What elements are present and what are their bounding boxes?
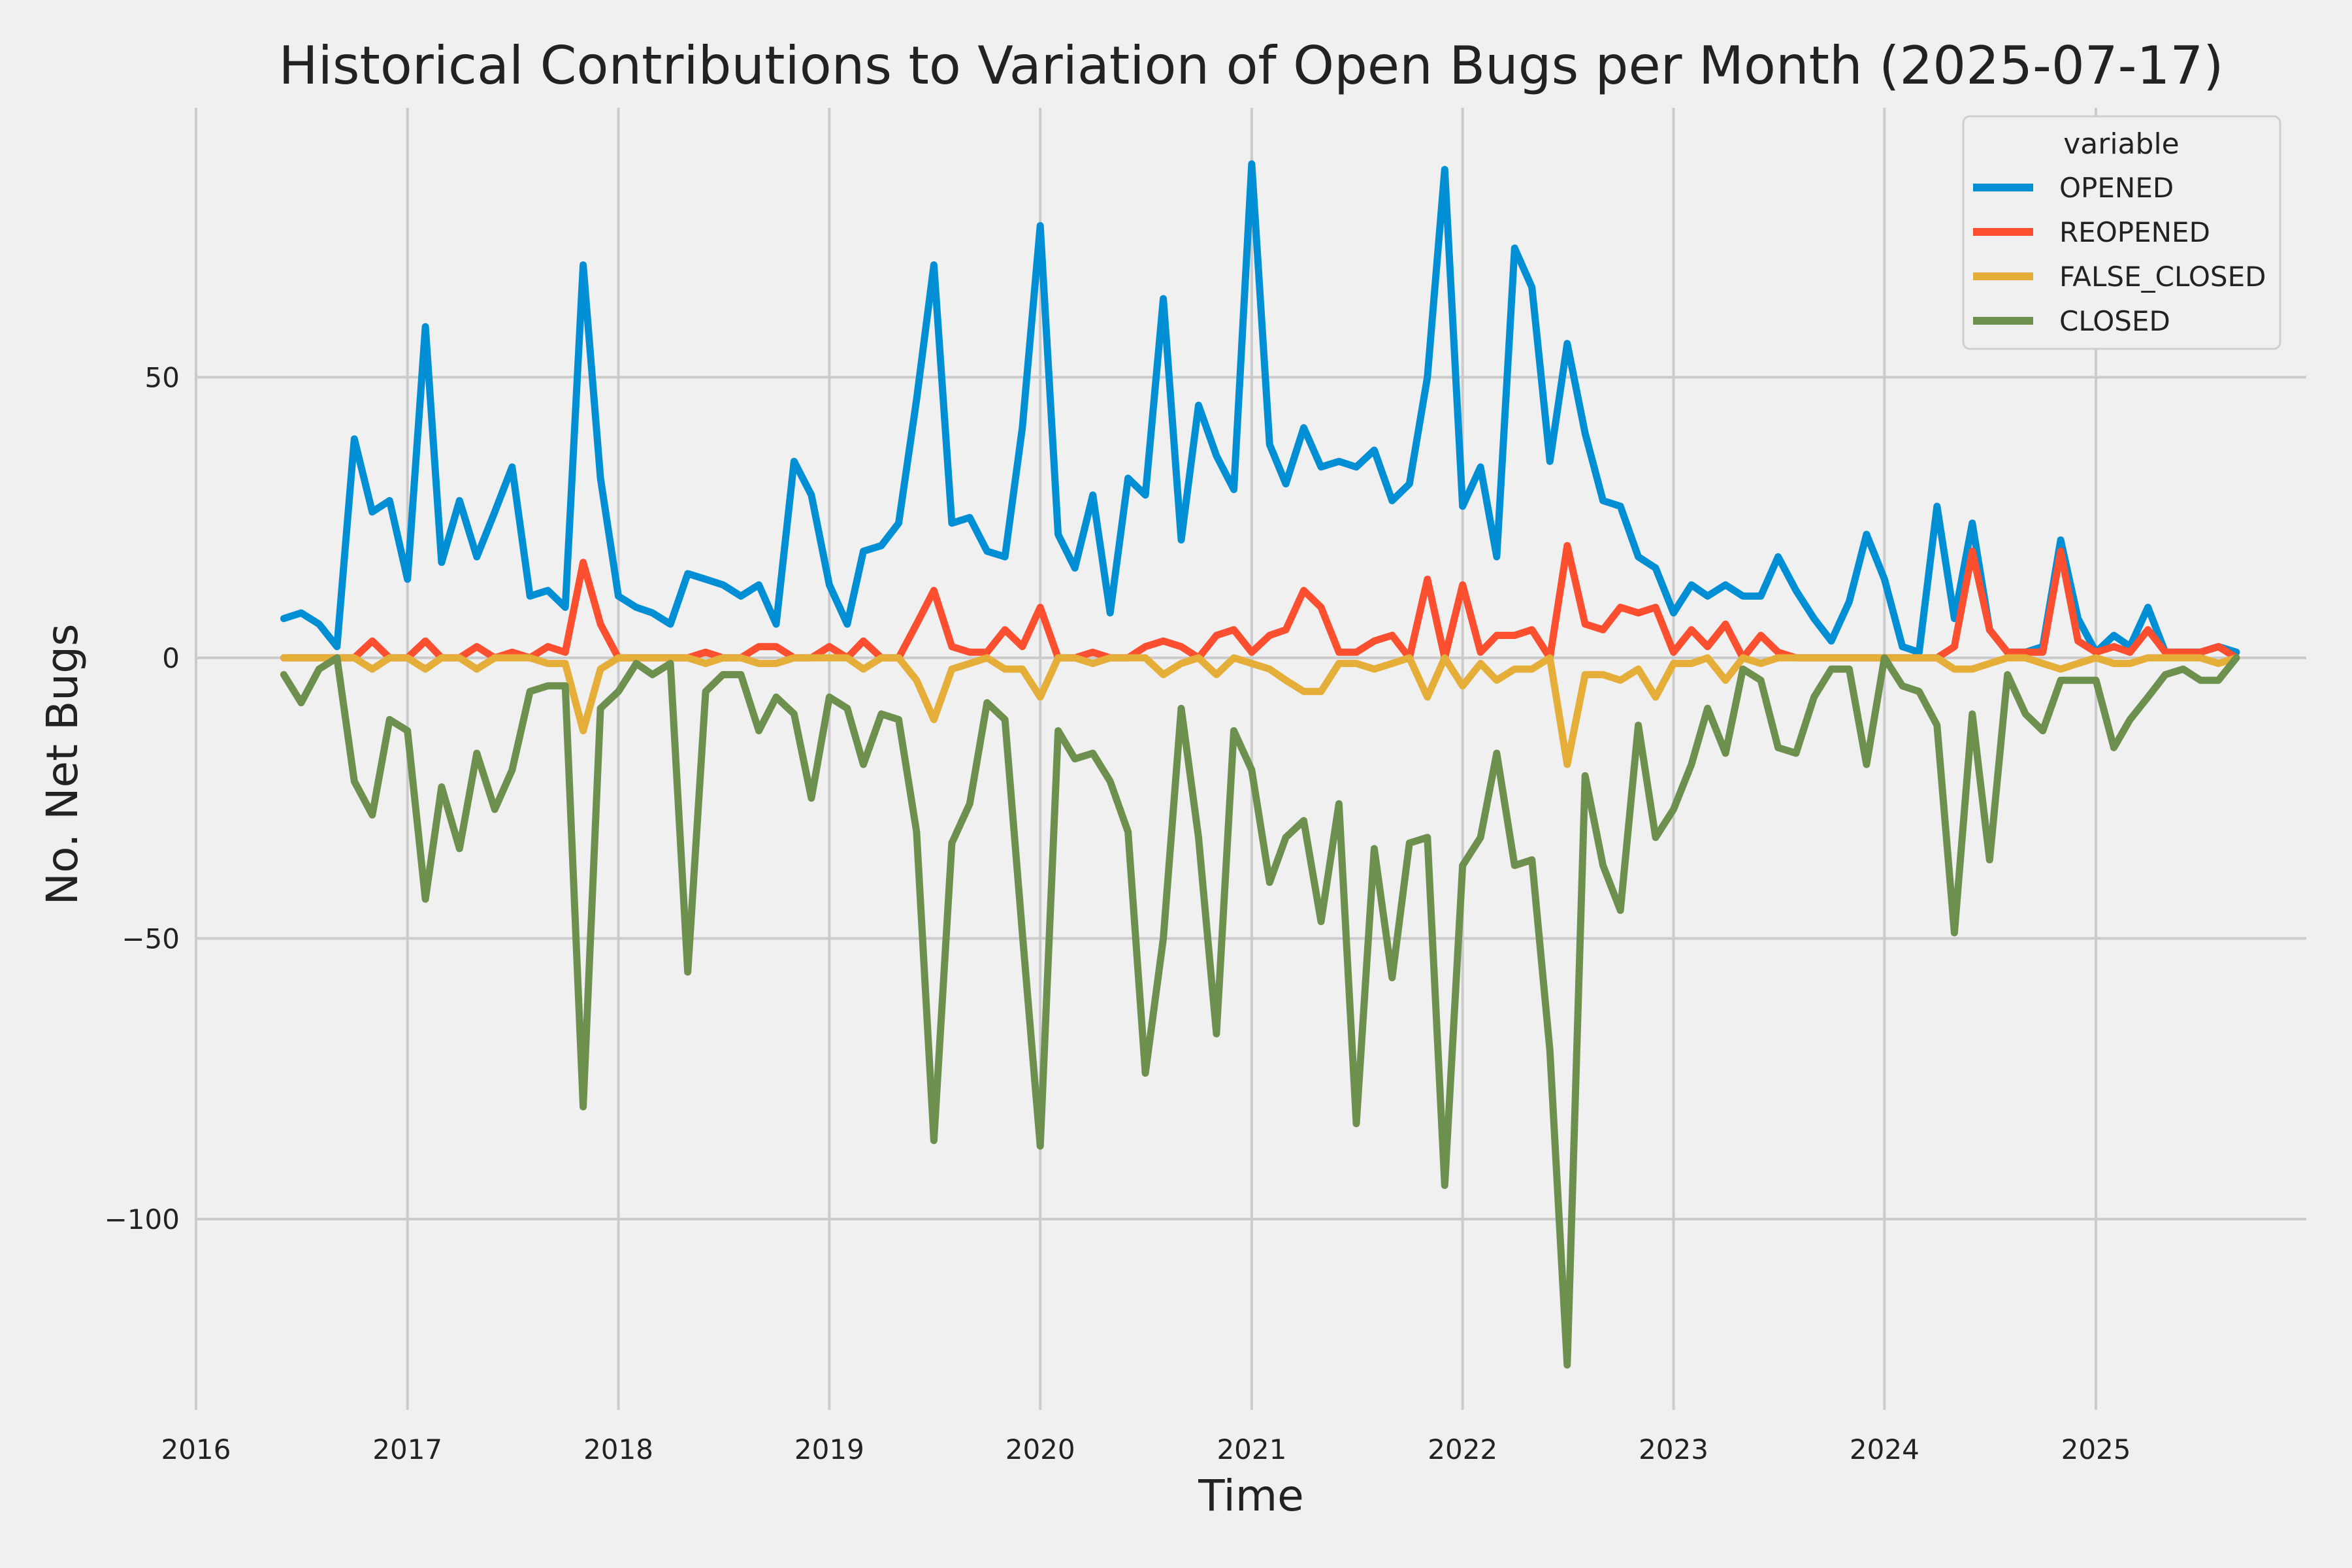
x-tick-label: 2021	[1217, 1433, 1286, 1465]
legend-title: variable	[2063, 127, 2180, 161]
legend-box	[1962, 115, 2281, 350]
x-tick-label: 2022	[1428, 1433, 1497, 1465]
y-tick-label: 50	[145, 361, 180, 393]
x-tick-label: 2024	[1850, 1433, 1919, 1465]
legend-items: OPENED REOPENED FALSE_CLOSED CLOSED	[1973, 172, 2266, 337]
legend-label: FALSE_CLOSED	[2059, 261, 2266, 293]
y-tick-label: 0	[162, 642, 180, 674]
legend-label: OPENED	[2059, 172, 2174, 204]
series-line-false-closed	[280, 654, 2240, 768]
tick-labels: 2016 2017 2018 2019 2020 2021 2022 2023 2024 2025…	[105, 361, 2131, 1465]
x-tick-label: 2025	[2061, 1433, 2131, 1465]
grid-lines	[195, 108, 2306, 1410]
series-lines	[280, 160, 2240, 1369]
chart-title: Historical Contributions to Variation of…	[278, 35, 2223, 96]
x-tick-label: 2017	[372, 1433, 442, 1465]
legend-label: REOPENED	[2059, 216, 2210, 248]
x-tick-label: 2023	[1639, 1433, 1708, 1465]
x-axis-label: Time	[1198, 1471, 1304, 1521]
y-axis-label: No. Net Bugs	[37, 624, 88, 906]
x-tick-label: 2016	[161, 1433, 231, 1465]
x-tick-label: 2020	[1005, 1433, 1075, 1465]
x-tick-label: 2018	[583, 1433, 653, 1465]
legend-label: CLOSED	[2059, 305, 2170, 337]
y-tick-label: −100	[105, 1203, 180, 1235]
series-line-opened	[280, 160, 2240, 656]
series-line-closed	[280, 654, 2240, 1369]
y-tick-label: −50	[122, 923, 180, 955]
x-tick-label: 2019	[794, 1433, 864, 1465]
legend: variable OPENED REOPENED FALSE_CLOSED CLOSE…	[1962, 115, 2281, 350]
